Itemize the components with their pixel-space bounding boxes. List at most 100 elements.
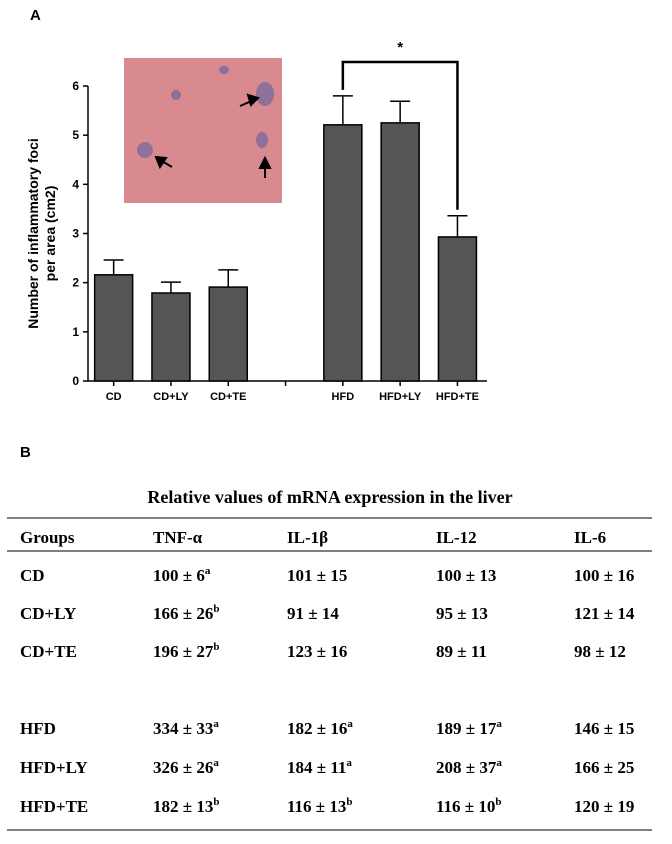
cell-value: 121 ± 14 [574, 604, 635, 623]
x-tick-label: CD+TE [210, 391, 246, 403]
table-cell: 98 ± 12 [574, 642, 626, 661]
cell-superscript: a [496, 757, 502, 769]
x-tick-label: HFD+LY [379, 391, 422, 403]
cell-value: 89 ± 11 [436, 642, 487, 661]
cell-superscript: a [496, 718, 502, 730]
table-cell: 95 ± 13 [436, 604, 488, 623]
table-cell: 121 ± 14 [574, 604, 635, 623]
annotation: * [397, 39, 403, 56]
table-cell: 146 ± 15 [574, 719, 634, 738]
cell-superscript: b [213, 641, 219, 653]
table-title: Relative values of mRNA expression in th… [147, 487, 512, 507]
cell-value: 184 ± 11 [287, 758, 346, 777]
table-cell: 116 ± 10b [436, 796, 502, 816]
cell-value: 334 ± 33 [153, 719, 213, 738]
cell-value: 100 ± 13 [436, 566, 496, 585]
cell-superscript: a [213, 718, 219, 730]
cell-superscript: b [346, 796, 352, 808]
y-tick-label: 1 [72, 325, 79, 339]
cell-value: 182 ± 13 [153, 797, 213, 816]
cell-value: 326 ± 26 [153, 758, 213, 777]
y-axis-label-line: per area (cm2) [42, 186, 58, 282]
significance-bracket [341, 60, 459, 210]
inset-texture [137, 66, 274, 158]
row-label: CD+TE [20, 642, 77, 661]
y-axis-label: Number of inflammatory fociper area (cm2… [25, 138, 58, 329]
x-tick-label: HFD [332, 391, 355, 403]
table-cell: 208 ± 37a [436, 757, 502, 777]
bar [208, 286, 248, 382]
cell-value: 123 ± 16 [287, 642, 347, 661]
table-cell: 116 ± 13b [287, 796, 353, 816]
bar [380, 122, 420, 382]
bar [151, 292, 191, 382]
column-header: TNF-α [153, 528, 203, 547]
y-tick-label: 0 [72, 374, 79, 388]
cell-superscript: a [205, 565, 211, 577]
column-header: IL-1β [287, 528, 328, 547]
table-cell: 189 ± 17a [436, 718, 502, 738]
chart: 0 1 2 3 4 5 6 Number of inflammatory fociper ar… [25, 39, 487, 403]
row-label: HFD+LY [20, 758, 88, 777]
table: Relative values of mRNA expression in th… [7, 487, 652, 831]
y-tick-label: 4 [72, 177, 79, 191]
bar [437, 236, 478, 382]
cell-value: 98 ± 12 [574, 642, 626, 661]
cell-superscript: a [213, 757, 219, 769]
cell-value: 100 ± 6 [153, 566, 205, 585]
cell-value: 95 ± 13 [436, 604, 488, 623]
histology-inset [124, 58, 282, 203]
cell-value: 116 ± 13 [287, 797, 346, 816]
cell-value: 166 ± 25 [574, 758, 634, 777]
x-tick-label: CD+LY [153, 391, 189, 403]
cell-value: 166 ± 26 [153, 604, 213, 623]
y-tick-label: 5 [72, 128, 79, 142]
cell-value: 189 ± 17 [436, 719, 497, 738]
cell-value: 196 ± 27 [153, 642, 214, 661]
table-cell: 334 ± 33a [153, 718, 219, 738]
cell-superscript: b [213, 603, 219, 615]
column-header: IL-12 [436, 528, 477, 547]
column-header: Groups [20, 528, 75, 547]
cell-superscript: a [347, 718, 353, 730]
column-header: IL-6 [574, 528, 606, 547]
table-cell: 326 ± 26a [153, 757, 219, 777]
inset-arrows [154, 93, 272, 178]
row-label: HFD+TE [20, 797, 88, 816]
y-tick-label: 6 [72, 79, 79, 93]
table-cell: 196 ± 27b [153, 641, 219, 661]
panel-label: A [30, 7, 41, 24]
cell-value: 91 ± 14 [287, 604, 339, 623]
bar [93, 274, 134, 382]
table-cell: 100 ± 13 [436, 566, 496, 585]
table-cell: 166 ± 26b [153, 603, 219, 623]
cell-value: 120 ± 19 [574, 797, 634, 816]
y-tick-label: 3 [72, 227, 79, 241]
table-cell: 123 ± 16 [287, 642, 347, 661]
cell-superscript: b [495, 796, 501, 808]
cell-value: 146 ± 15 [574, 719, 634, 738]
table-cell: 166 ± 25 [574, 758, 634, 777]
row-label: CD [20, 566, 45, 585]
table-cell: 89 ± 11 [436, 642, 487, 661]
table-cell: 120 ± 19 [574, 797, 634, 816]
cell-value: 182 ± 16 [287, 719, 347, 738]
table-cell: 182 ± 13b [153, 796, 219, 816]
table-cell: 100 ± 6a [153, 565, 211, 585]
cell-value: 208 ± 37 [436, 758, 497, 777]
table-cell: 91 ± 14 [287, 604, 339, 623]
cell-superscript: b [213, 796, 219, 808]
cell-value: 116 ± 10 [436, 797, 495, 816]
x-tick-label: HFD+TE [436, 391, 479, 403]
cell-value: 101 ± 15 [287, 566, 347, 585]
y-axis-label-line: Number of inflammatory foci [25, 138, 41, 329]
table-cell: 184 ± 11a [287, 757, 352, 777]
cell-value: 100 ± 16 [574, 566, 634, 585]
table-cell: 101 ± 15 [287, 566, 347, 585]
x-tick-label: CD [106, 391, 122, 403]
table-cell: 182 ± 16a [287, 718, 353, 738]
y-tick-label: 2 [72, 276, 79, 290]
row-label: HFD [20, 719, 56, 738]
table-cell: 100 ± 16 [574, 566, 634, 585]
